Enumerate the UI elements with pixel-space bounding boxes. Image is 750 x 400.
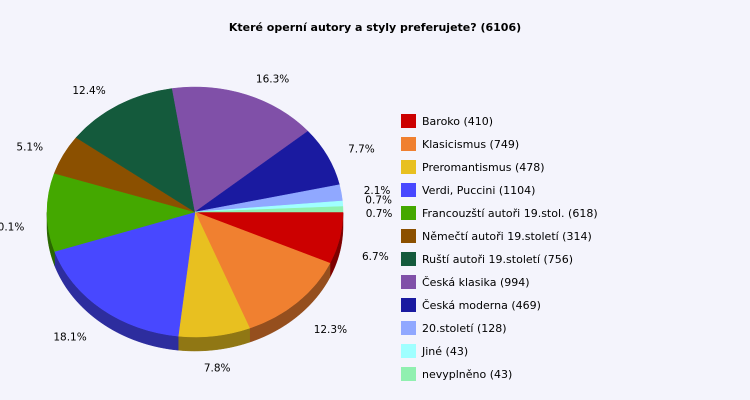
legend-label: Němečtí autoři 19.století (314) xyxy=(422,230,592,243)
legend-swatch xyxy=(401,183,416,197)
legend-swatch xyxy=(401,206,416,220)
legend-item-nemecti-autori-19-stoleti-314: Němečtí autoři 19.století (314) xyxy=(401,229,592,243)
legend-item-nevyplneno-43: nevyplněno (43) xyxy=(401,367,512,381)
legend-label: Baroko (410) xyxy=(422,115,493,128)
legend-label: Klasicismus (749) xyxy=(422,138,519,151)
legend-swatch xyxy=(401,137,416,151)
legend-item-klasicismus-749: Klasicismus (749) xyxy=(401,137,519,151)
legend-label: Česká moderna (469) xyxy=(422,299,541,312)
legend-swatch xyxy=(401,321,416,335)
legend-label: Francouzští autoři 19.stol. (618) xyxy=(422,207,598,220)
percent-label-20-stoleti-128: 2.1% xyxy=(364,185,391,197)
slice-ceska-klasika-994 xyxy=(171,86,309,213)
legend-swatch xyxy=(401,160,416,174)
chart-title: Které operní autory a styly preferujete?… xyxy=(229,21,521,34)
legend-item-20-stoleti-128: 20.století (128) xyxy=(401,321,507,335)
percent-label-klasicismus-749: 12.3% xyxy=(314,324,347,336)
legend-swatch xyxy=(401,229,416,243)
legend-item-preromantismus-478: Preromantismus (478) xyxy=(401,160,545,174)
percent-label-nemecti-autori-19-stoleti-314: 5.1% xyxy=(16,142,43,154)
legend-label: nevyplněno (43) xyxy=(422,368,512,381)
legend-label: 20.století (128) xyxy=(422,322,507,335)
percent-label-jine-43: 0.7% xyxy=(365,195,392,207)
pie-depth xyxy=(46,212,344,352)
legend-item-francouzsti-autori-19-stol-618: Francouzští autoři 19.stol. (618) xyxy=(401,206,598,220)
percent-label-baroko-410: 6.7% xyxy=(362,251,389,263)
legend-label: Jiné (43) xyxy=(421,345,468,358)
percent-label-ceska-moderna-469: 7.7% xyxy=(348,144,375,156)
pie-slices xyxy=(46,86,344,338)
legend-item-rusti-autori-19-stoleti-756: Ruští autoři 19.století (756) xyxy=(401,252,573,266)
legend-swatch xyxy=(401,252,416,266)
legend-swatch xyxy=(401,344,416,358)
legend-item-verdi-puccini-1104: Verdi, Puccini (1104) xyxy=(401,183,535,197)
legend-item-jine-43: Jiné (43) xyxy=(401,344,468,358)
legend-label: Ruští autoři 19.století (756) xyxy=(422,253,573,266)
legend-swatch xyxy=(401,275,416,289)
percent-label-nevyplneno-43: 0.7% xyxy=(366,208,393,220)
legend-label: Verdi, Puccini (1104) xyxy=(422,184,535,197)
legend-item-ceska-klasika-994: Česká klasika (994) xyxy=(401,275,530,289)
percent-label-ceska-klasika-994: 16.3% xyxy=(256,74,289,86)
percent-label-verdi-puccini-1104: 18.1% xyxy=(53,332,86,344)
legend-item-ceska-moderna-469: Česká moderna (469) xyxy=(401,298,541,312)
legend-swatch xyxy=(401,298,416,312)
pie-percent-labels: 6.7% 12.3% 7.8% 18.1% 10.1% 5.1% 12.4% 16.3% 7.7… xyxy=(0,74,392,375)
slice-verdi-puccini-1104 xyxy=(54,211,196,337)
legend: Baroko (410) Klasicismus (749) Preromantis… xyxy=(401,114,598,381)
percent-label-rusti-autori-19-stoleti-756: 12.4% xyxy=(72,85,105,97)
slice-rusti-autori-19-stoleti-756 xyxy=(75,88,196,213)
slice-klasicismus-749 xyxy=(194,211,331,329)
legend-label: Česká klasika (994) xyxy=(422,276,530,289)
slice-nevyplneno-43 xyxy=(194,206,344,213)
percent-label-francouzsti-autori-19-stol-618: 10.1% xyxy=(0,221,24,233)
percent-label-preromantismus-478: 7.8% xyxy=(204,362,231,374)
legend-item-baroko-410: Baroko (410) xyxy=(401,114,493,128)
legend-label: Preromantismus (478) xyxy=(422,161,545,174)
legend-swatch xyxy=(401,367,416,381)
legend-swatch xyxy=(401,114,416,128)
slice-francouzsti-autori-19-stol-618 xyxy=(46,172,196,252)
